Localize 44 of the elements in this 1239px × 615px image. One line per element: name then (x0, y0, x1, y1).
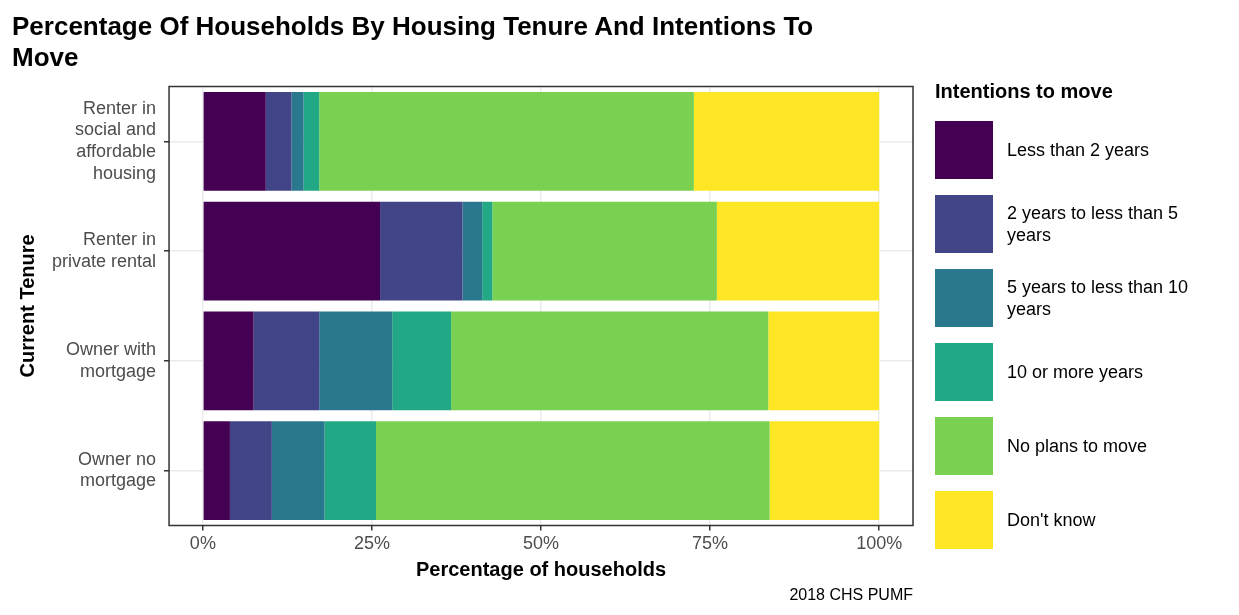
bar (265, 91, 292, 191)
bar (229, 421, 272, 520)
bar (392, 311, 452, 411)
bar (380, 201, 463, 301)
bar (451, 311, 769, 411)
chart-title: Percentage Of Households By Housing Tenure And Intentions To Move (12, 10, 814, 72)
y-tick-label: Owner no mortgage (78, 448, 157, 491)
y-tick-label: Owner with mortgage (66, 338, 157, 381)
y-tick-label: Renter in social and affordable housing (74, 97, 157, 183)
x-tick-label: 75% (692, 533, 729, 554)
text: Don't know (1007, 509, 1097, 531)
x-tick-label: 100% (856, 533, 903, 554)
bar (768, 311, 880, 411)
text: 10 or more years (1007, 361, 1145, 383)
bar (492, 201, 717, 301)
x-tick-label: 25% (353, 533, 390, 554)
bar (462, 201, 483, 301)
bar (319, 91, 694, 191)
text: 2018 CHS PUMF (789, 586, 914, 604)
x-tick-label: 50% (523, 533, 560, 554)
y-tick-label: Renter in private rental (51, 229, 157, 271)
x-tick-label: 0% (189, 533, 216, 554)
y-axis-title: Current Tenure (15, 234, 38, 378)
bar (376, 421, 770, 520)
text: Less than 2 years (1007, 139, 1151, 161)
bar (319, 311, 393, 411)
bar (769, 421, 880, 520)
bar (324, 421, 377, 520)
text: 2 years to less than 5 years (1007, 202, 1180, 246)
bar (291, 91, 304, 191)
bar (203, 91, 266, 191)
legend-title: Intentions to move (935, 80, 1114, 103)
bar (253, 311, 320, 411)
text: No plans to move (1007, 435, 1149, 457)
text: 5 years to less than 10 years (1007, 276, 1190, 320)
bar (303, 91, 320, 191)
bar (716, 201, 880, 301)
x-axis-title: Percentage of households (416, 557, 667, 580)
bar (203, 311, 254, 411)
bar (271, 421, 325, 520)
bar (203, 201, 381, 301)
bar (203, 421, 230, 520)
bar (693, 91, 880, 191)
bar (482, 201, 493, 301)
